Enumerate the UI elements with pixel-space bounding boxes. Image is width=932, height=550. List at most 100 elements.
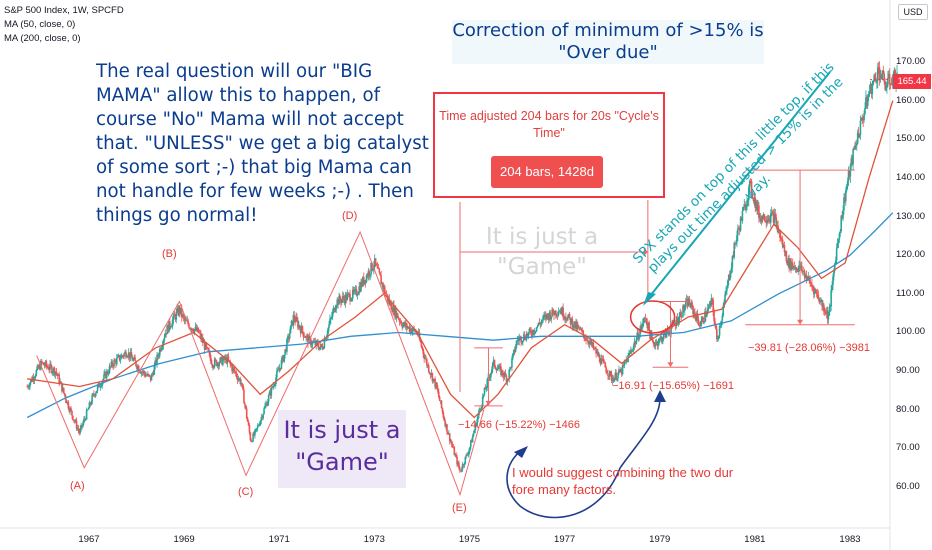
candle-body-17 (41, 362, 44, 364)
candle-body-863 (815, 290, 818, 294)
candle-body-702 (668, 331, 671, 334)
candle-body-714 (679, 312, 682, 316)
candle-body-811 (768, 218, 770, 221)
candle-body-638 (609, 371, 612, 374)
candle-body-730 (694, 311, 696, 316)
candle-body-100 (117, 355, 120, 357)
currency-badge[interactable]: USD (898, 4, 928, 20)
candle-body-422 (412, 327, 414, 331)
candle-body-781 (740, 217, 743, 221)
candle-body-820 (776, 225, 778, 228)
candle-body-858 (811, 283, 813, 288)
candle-body-663 (632, 345, 635, 351)
candle-body-273 (276, 371, 278, 378)
candle-body-870 (822, 304, 824, 307)
candle-body-21 (45, 361, 48, 367)
candle-body-90 (108, 366, 111, 374)
candle-body-127 (142, 371, 145, 373)
candle-body-344 (341, 299, 343, 303)
candle-body-539 (519, 336, 521, 338)
candle-body-159 (171, 319, 174, 326)
candle-body-294 (295, 316, 297, 323)
candle-body-756 (717, 335, 720, 339)
candle-body-36 (59, 381, 61, 384)
candle-body-894 (844, 197, 846, 202)
candle-body-238 (244, 403, 246, 406)
candle-body-141 (155, 360, 157, 365)
candle-body-578 (555, 310, 557, 316)
candle-body-119 (135, 361, 137, 367)
candle-body-864 (816, 293, 819, 295)
candle-body-616 (589, 340, 592, 342)
candle-body-338 (335, 305, 338, 310)
candle-body-109 (126, 356, 128, 358)
candle-body-501 (484, 387, 487, 390)
candle-body-355 (351, 298, 353, 301)
candle-body-146 (159, 348, 162, 351)
candle-body-672 (641, 325, 643, 328)
candle-body-485 (469, 440, 472, 448)
candle-body-327 (325, 337, 328, 341)
candle-body-274 (276, 369, 279, 372)
candle-body-751 (713, 311, 715, 322)
candle-body-480 (465, 454, 468, 457)
candle-body-352 (348, 293, 350, 295)
candle-body-885 (835, 248, 838, 261)
candle-body-367 (362, 277, 364, 286)
candle-body-417 (407, 326, 410, 328)
candle-body-788 (747, 200, 749, 201)
candle-body-145 (158, 348, 161, 356)
candle-body-586 (562, 307, 564, 318)
candle-body-299 (299, 328, 302, 334)
candle-body-293 (294, 319, 296, 323)
candle-body-254 (258, 424, 261, 426)
candle-body-493 (477, 415, 479, 420)
candle-body-248 (253, 433, 255, 436)
candle-body-670 (639, 330, 641, 337)
candle-body-871 (823, 304, 825, 312)
candle-body-593 (568, 313, 571, 318)
candle-body-445 (433, 378, 435, 380)
candle-body-295 (296, 316, 298, 321)
candle-body-801 (759, 217, 761, 219)
candle-body-857 (810, 283, 812, 285)
candle-body-215 (223, 356, 225, 360)
candle-body-507 (490, 372, 492, 378)
candle-body-298 (298, 325, 301, 329)
candle-body-68 (88, 402, 91, 409)
candle-body-903 (852, 149, 854, 165)
candle-body-142 (156, 354, 158, 365)
legend-symbol[interactable]: S&P 500 Index, 1W, SPCFD (4, 5, 124, 16)
candle-body-302 (302, 331, 305, 337)
candle-body-805 (762, 214, 765, 220)
candle-body-404 (395, 313, 398, 319)
candle-body-176 (187, 320, 189, 325)
candle-body-760 (721, 315, 724, 321)
measure-arrowhead-2 (797, 319, 804, 325)
candle-body-398 (390, 302, 393, 310)
candle-body-405 (396, 313, 399, 319)
candle-body-625 (598, 354, 600, 357)
candle-body-585 (561, 307, 564, 315)
candle-body-764 (725, 291, 727, 295)
candle-body-804 (761, 215, 764, 220)
candle-body-136 (150, 374, 153, 381)
legend-ma200[interactable]: MA (200, close, 0) (4, 33, 81, 44)
candle-body-608 (582, 330, 585, 335)
candle-body-659 (629, 352, 631, 354)
legend-ma50[interactable]: MA (50, close, 0) (4, 19, 76, 30)
candle-body-523 (504, 372, 507, 376)
candle-body-766 (727, 280, 729, 289)
candle-body-610 (584, 338, 586, 340)
candle-body-1 (27, 386, 29, 388)
curve-arrow-right (619, 397, 661, 469)
candle-body-693 (660, 337, 662, 339)
candle-body-329 (327, 328, 329, 335)
candle-body-502 (485, 387, 488, 390)
candle-body-878 (829, 306, 832, 308)
candle-body-743 (705, 313, 708, 317)
candle-body-418 (408, 326, 411, 332)
candle-body-582 (558, 311, 561, 313)
candle-body-855 (808, 276, 811, 280)
